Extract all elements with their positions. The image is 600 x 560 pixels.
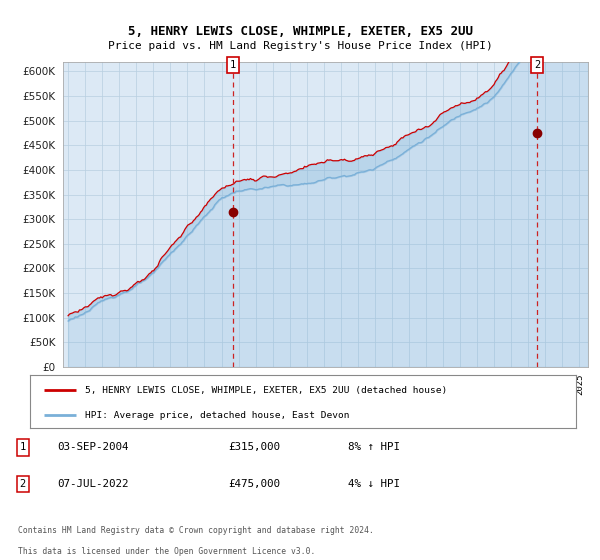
Text: 2: 2	[20, 479, 26, 489]
Text: 4% ↓ HPI: 4% ↓ HPI	[348, 479, 400, 489]
Text: 8% ↑ HPI: 8% ↑ HPI	[348, 442, 400, 452]
Text: 07-JUL-2022: 07-JUL-2022	[57, 479, 128, 489]
Text: 5, HENRY LEWIS CLOSE, WHIMPLE, EXETER, EX5 2UU: 5, HENRY LEWIS CLOSE, WHIMPLE, EXETER, E…	[128, 25, 473, 38]
Text: 03-SEP-2004: 03-SEP-2004	[57, 442, 128, 452]
Text: Price paid vs. HM Land Registry's House Price Index (HPI): Price paid vs. HM Land Registry's House …	[107, 41, 493, 51]
Text: 5, HENRY LEWIS CLOSE, WHIMPLE, EXETER, EX5 2UU (detached house): 5, HENRY LEWIS CLOSE, WHIMPLE, EXETER, E…	[85, 386, 447, 395]
Text: £475,000: £475,000	[228, 479, 280, 489]
Text: 1: 1	[230, 60, 236, 70]
Text: 1: 1	[20, 442, 26, 452]
Text: £315,000: £315,000	[228, 442, 280, 452]
Text: This data is licensed under the Open Government Licence v3.0.: This data is licensed under the Open Gov…	[18, 547, 316, 556]
Text: Contains HM Land Registry data © Crown copyright and database right 2024.: Contains HM Land Registry data © Crown c…	[18, 526, 374, 535]
Text: 2: 2	[534, 60, 541, 70]
Text: HPI: Average price, detached house, East Devon: HPI: Average price, detached house, East…	[85, 410, 349, 419]
